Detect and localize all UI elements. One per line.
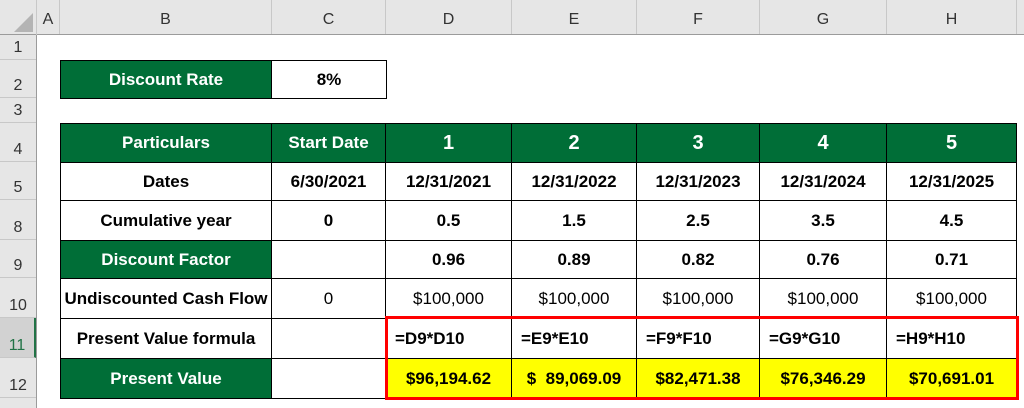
column-header-a[interactable]: A [37, 0, 60, 34]
dates-value-2[interactable]: 12/31/2022 [512, 163, 637, 201]
present-value-start[interactable] [272, 359, 386, 399]
select-all-button[interactable] [0, 0, 37, 35]
column-header-c[interactable]: C [272, 0, 386, 34]
cumulative-year-value-2[interactable]: 1.5 [512, 201, 637, 241]
cumulative-year-start[interactable]: 0 [272, 201, 386, 241]
row-header-9[interactable]: 9 [0, 240, 36, 278]
header-period-4[interactable]: 4 [760, 123, 887, 163]
column-header-f[interactable]: F [637, 0, 760, 34]
row-header-3[interactable]: 3 [0, 98, 36, 123]
column-header-b[interactable]: B [60, 0, 272, 34]
cumulative-year-value-5[interactable]: 4.5 [887, 201, 1017, 241]
header-period-2[interactable]: 2 [512, 123, 637, 163]
cumulative-year-value-1[interactable]: 0.5 [386, 201, 512, 241]
pv-formula-label[interactable]: Present Value formula [60, 319, 272, 359]
cash-flow-value-5[interactable]: $100,000 [887, 279, 1017, 319]
pv-formula-value-5[interactable]: =H9*H10 [887, 319, 1017, 359]
pv-formula-value-3[interactable]: =F9*F10 [637, 319, 760, 359]
header-particulars[interactable]: Particulars [60, 123, 272, 163]
column-header-h[interactable]: H [887, 0, 1017, 34]
discount-factor-value-1[interactable]: 0.96 [386, 241, 512, 279]
present-value-4[interactable]: $76,346.29 [760, 359, 887, 399]
cash-flow-label[interactable]: Undiscounted Cash Flow [60, 279, 272, 319]
row-header-10[interactable]: 10 [0, 278, 36, 318]
dates-label[interactable]: Dates [60, 163, 272, 201]
cash-flow-value-1[interactable]: $100,000 [386, 279, 512, 319]
row-header-5[interactable]: 5 [0, 162, 36, 200]
column-header-d[interactable]: D [386, 0, 512, 34]
discount-rate-label[interactable]: Discount Rate [60, 60, 272, 99]
cumulative-year-value-4[interactable]: 3.5 [760, 201, 887, 241]
select-all-triangle-icon [14, 13, 33, 32]
discount-factor-value-2[interactable]: 0.89 [512, 241, 637, 279]
pv-formula-value-1[interactable]: =D9*D10 [386, 319, 512, 359]
dates-value-3[interactable]: 12/31/2023 [637, 163, 760, 201]
discount-factor-label[interactable]: Discount Factor [60, 241, 272, 279]
header-period-5[interactable]: 5 [887, 123, 1017, 163]
cash-flow-value-2[interactable]: $100,000 [512, 279, 637, 319]
dates-value-5[interactable]: 12/31/2025 [887, 163, 1017, 201]
header-start-date[interactable]: Start Date [272, 123, 386, 163]
row-header-8[interactable]: 8 [0, 200, 36, 240]
row-header-11[interactable]: 11 [0, 318, 36, 358]
cumulative-year-label[interactable]: Cumulative year [60, 201, 272, 241]
discount-factor-value-4[interactable]: 0.76 [760, 241, 887, 279]
column-header-e[interactable]: E [512, 0, 637, 34]
present-value-5[interactable]: $70,691.01 [887, 359, 1017, 399]
row-header-12[interactable]: 12 [0, 358, 36, 398]
cash-flow-start[interactable]: 0 [272, 279, 386, 319]
dates-value-4[interactable]: 12/31/2024 [760, 163, 887, 201]
pv-formula-start[interactable] [272, 319, 386, 359]
row-header-1[interactable]: 1 [0, 35, 36, 60]
pv-formula-value-4[interactable]: =G9*G10 [760, 319, 887, 359]
present-value-label[interactable]: Present Value [60, 359, 272, 399]
row-header-bar: 1 2 3 4 5 8 9 10 11 12 [0, 35, 37, 408]
present-value-2[interactable]: $ 89,069.09 [512, 359, 637, 399]
present-value-1[interactable]: $96,194.62 [386, 359, 512, 399]
header-period-1[interactable]: 1 [386, 123, 512, 163]
pv-formula-value-2[interactable]: =E9*E10 [512, 319, 637, 359]
column-header-g[interactable]: G [760, 0, 887, 34]
row-header-4[interactable]: 4 [0, 123, 36, 162]
discount-factor-value-5[interactable]: 0.71 [887, 241, 1017, 279]
discount-factor-start[interactable] [272, 241, 386, 279]
cumulative-year-value-3[interactable]: 2.5 [637, 201, 760, 241]
discount-factor-value-3[interactable]: 0.82 [637, 241, 760, 279]
present-value-3[interactable]: $82,471.38 [637, 359, 760, 399]
row-header-2[interactable]: 2 [0, 60, 36, 98]
column-header-bar: A B C D E F G H [0, 0, 1024, 35]
discount-rate-value[interactable]: 8% [272, 60, 387, 99]
header-period-3[interactable]: 3 [637, 123, 760, 163]
cash-flow-value-3[interactable]: $100,000 [637, 279, 760, 319]
cash-flow-value-4[interactable]: $100,000 [760, 279, 887, 319]
dates-start[interactable]: 6/30/2021 [272, 163, 386, 201]
dates-value-1[interactable]: 12/31/2021 [386, 163, 512, 201]
